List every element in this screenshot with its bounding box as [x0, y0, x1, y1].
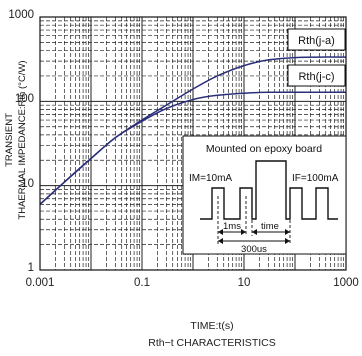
- y-tick-label: 1000: [8, 9, 34, 21]
- plot-curves: [39, 56, 347, 205]
- x-tick-label: 0.1: [134, 277, 150, 289]
- y-tick-label: 1: [27, 262, 34, 274]
- inset-test-conditions: Mounted on epoxy board IM=10mA IF=100mA …: [182, 135, 347, 255]
- legend-label-rth-ja: Rth(j-a): [298, 35, 335, 47]
- y-axis-title-line-2: THAERMAL IMPEDANCE:Rth (°C/W): [17, 60, 28, 220]
- x-axis-title: TIME:t(s): [190, 320, 234, 332]
- inset-pulse-label: 1ms: [223, 221, 241, 232]
- y-tick-label: 100: [14, 93, 34, 106]
- x-tick-label: 0.001: [25, 277, 55, 289]
- x-tick-label: 1000: [333, 277, 359, 289]
- inset-period-label: 300us: [241, 244, 267, 255]
- y-axis-title: TRANSIENT THAERMAL IMPEDANCE:Rth (°C/W): [3, 30, 29, 250]
- inset-im-label: IM=10mA: [189, 173, 232, 184]
- inset-title: Mounted on epoxy board: [206, 143, 322, 155]
- y-axis-title-line-1: TRANSIENT: [4, 113, 15, 167]
- x-tick-label: 10: [237, 277, 251, 289]
- y-tick-label: 10: [21, 177, 34, 190]
- chart-caption: Rth−t CHARACTERISTICS: [148, 337, 276, 349]
- series-line-rth-jc: [39, 91, 346, 205]
- inset-time-label: time: [261, 221, 279, 232]
- legend-label-rth-jc: Rth(j-c): [298, 71, 334, 83]
- inset-if-label: IF=100mA: [292, 173, 339, 184]
- legend-rth-ja: Rth(j-a): [287, 28, 346, 51]
- legend-rth-jc: Rth(j-c): [287, 64, 346, 87]
- inset-waveform: [200, 160, 338, 220]
